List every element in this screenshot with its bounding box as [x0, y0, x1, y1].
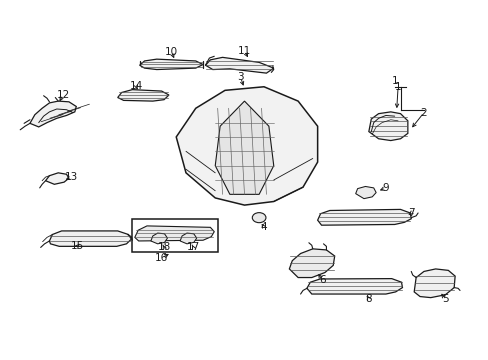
- Polygon shape: [317, 210, 410, 225]
- Text: 13: 13: [64, 172, 78, 182]
- Text: 18: 18: [157, 242, 170, 252]
- Text: 4: 4: [260, 222, 267, 232]
- Polygon shape: [135, 226, 214, 241]
- Text: 2: 2: [420, 108, 427, 118]
- Text: 7: 7: [407, 208, 414, 218]
- Text: 12: 12: [57, 90, 70, 100]
- Polygon shape: [355, 186, 375, 199]
- Polygon shape: [289, 249, 334, 278]
- Text: 1: 1: [394, 82, 401, 92]
- Polygon shape: [368, 112, 407, 140]
- Polygon shape: [215, 101, 273, 194]
- Text: 6: 6: [319, 275, 325, 285]
- Text: 11: 11: [237, 46, 251, 56]
- Text: 9: 9: [382, 183, 388, 193]
- Polygon shape: [45, 173, 69, 184]
- Text: 5: 5: [441, 294, 448, 304]
- Text: 8: 8: [365, 294, 371, 304]
- Polygon shape: [140, 59, 203, 69]
- Bar: [132, 219, 217, 252]
- Polygon shape: [180, 233, 196, 244]
- Polygon shape: [306, 279, 402, 294]
- Polygon shape: [176, 87, 317, 205]
- Polygon shape: [205, 57, 273, 73]
- Polygon shape: [151, 233, 167, 244]
- Circle shape: [252, 213, 265, 223]
- Text: 10: 10: [164, 46, 178, 57]
- Text: 1: 1: [390, 76, 397, 86]
- Text: 14: 14: [129, 81, 142, 91]
- Polygon shape: [30, 101, 76, 127]
- Polygon shape: [49, 231, 131, 246]
- Text: 16: 16: [155, 253, 168, 263]
- Text: 3: 3: [237, 72, 244, 82]
- Polygon shape: [118, 90, 168, 101]
- Text: 17: 17: [186, 242, 200, 252]
- Text: 15: 15: [70, 241, 84, 251]
- Polygon shape: [413, 269, 454, 298]
